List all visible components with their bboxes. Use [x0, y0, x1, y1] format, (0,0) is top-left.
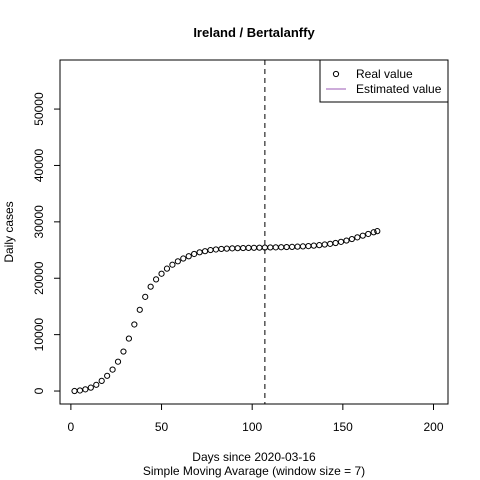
y-tick-label: 10000 — [32, 318, 46, 352]
data-point — [163, 265, 171, 272]
data-point — [316, 242, 323, 249]
data-point — [267, 244, 274, 251]
y-tick-label: 20000 — [32, 261, 46, 295]
y-tick-label: 50000 — [32, 92, 46, 126]
data-point — [131, 321, 138, 328]
data-point — [370, 229, 377, 236]
data-point — [180, 255, 187, 262]
x-tick-label: 150 — [333, 420, 353, 434]
data-point — [288, 243, 296, 250]
data-point — [283, 243, 290, 251]
data-point — [98, 377, 105, 384]
data-point — [218, 245, 225, 253]
data-point — [76, 387, 84, 394]
data-point — [158, 270, 165, 277]
y-axis: 0 10000 20000 30000 40000 50000 — [32, 92, 61, 394]
data-point — [152, 276, 160, 283]
x-tick-label: 100 — [242, 420, 262, 434]
data-point — [337, 238, 345, 245]
data-point — [223, 245, 230, 252]
real-value-points — [71, 228, 381, 395]
data-point — [93, 381, 100, 388]
data-point — [374, 228, 381, 235]
plot-frame — [59, 59, 449, 405]
data-point — [212, 246, 220, 253]
data-point — [114, 358, 122, 365]
chart-subtitle: Simple Moving Avarage (window size = 7) — [143, 464, 365, 478]
x-axis: 0 50 100 150 200 — [68, 403, 444, 434]
data-point — [250, 244, 258, 251]
x-tick-label: 0 — [68, 420, 75, 434]
data-point — [174, 258, 181, 265]
data-point — [299, 243, 307, 250]
data-point — [272, 244, 279, 251]
data-point — [229, 245, 236, 252]
x-axis-label: Days since 2020-03-16 — [192, 450, 316, 464]
data-point — [109, 366, 116, 373]
data-point — [136, 306, 143, 313]
data-point — [359, 232, 366, 239]
data-point — [327, 240, 334, 247]
legend-label-real: Real value — [356, 67, 413, 81]
data-point — [294, 243, 301, 250]
data-point — [147, 283, 154, 290]
y-tick-label: 40000 — [32, 148, 46, 182]
data-point — [343, 237, 350, 244]
data-point — [245, 244, 252, 252]
data-point — [354, 234, 361, 241]
data-point — [365, 230, 372, 238]
data-point — [120, 348, 127, 355]
legend: Real value Estimated value — [319, 59, 449, 103]
data-point — [185, 253, 192, 260]
data-point — [71, 387, 78, 395]
data-point — [310, 242, 317, 249]
legend-label-estimated: Estimated value — [356, 82, 442, 96]
data-point — [201, 248, 209, 255]
data-point — [348, 235, 356, 243]
data-point — [142, 293, 149, 300]
data-point — [234, 245, 241, 252]
data-point — [125, 335, 132, 342]
data-point — [82, 386, 89, 393]
legend-marker-real — [332, 70, 340, 78]
data-point — [305, 242, 312, 250]
legend-box — [319, 59, 449, 103]
y-tick-label: 0 — [32, 387, 46, 394]
data-point — [196, 249, 203, 256]
data-point — [191, 250, 198, 258]
chart-title: Ireland / Bertalanffy — [193, 25, 315, 40]
y-tick-label: 30000 — [32, 205, 46, 239]
data-point — [278, 244, 285, 251]
data-point — [87, 384, 94, 391]
x-tick-label: 50 — [155, 420, 169, 434]
data-point — [104, 372, 111, 379]
data-point — [207, 246, 214, 254]
data-point — [321, 241, 328, 248]
data-point — [240, 244, 247, 252]
x-tick-label: 200 — [423, 420, 443, 434]
data-point — [169, 261, 176, 268]
y-axis-label: Daily cases — [2, 201, 16, 262]
data-point — [256, 244, 263, 251]
data-point — [332, 239, 339, 247]
